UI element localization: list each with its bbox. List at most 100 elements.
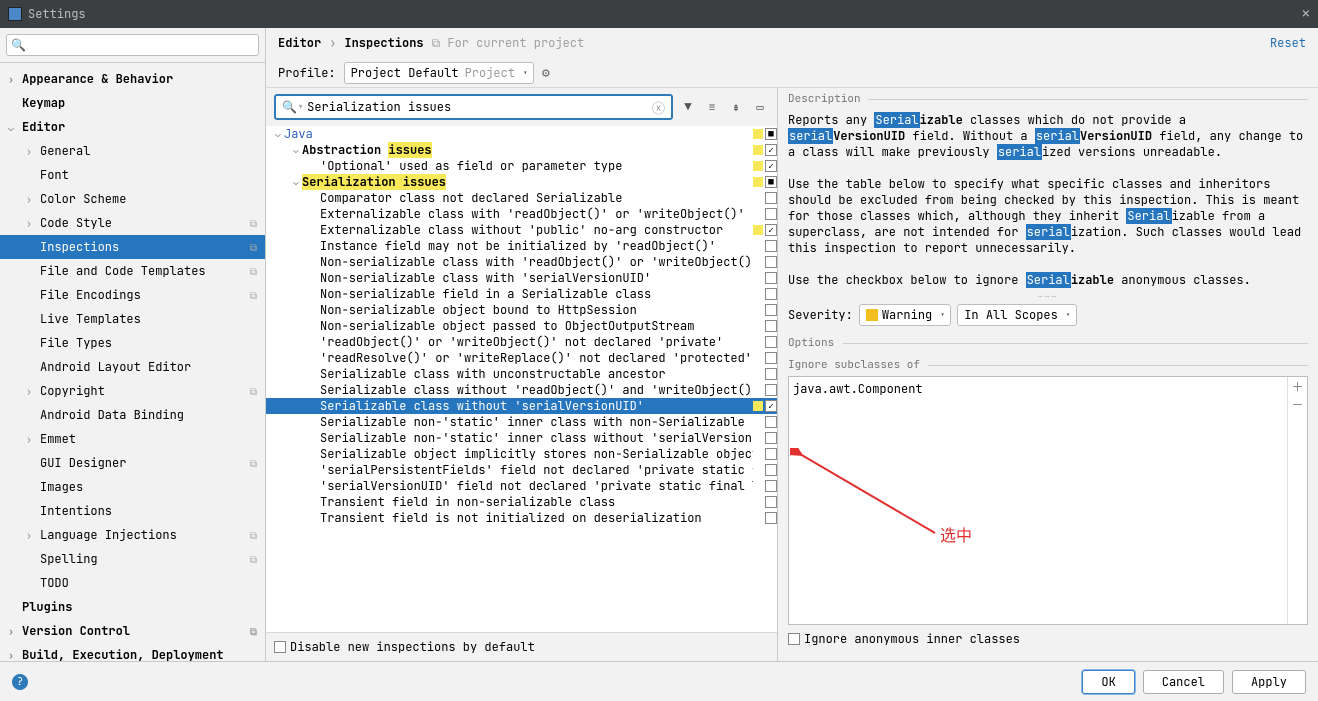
options-label: Options [788, 336, 1308, 350]
sidebar-item-file-encodings[interactable]: File Encodings⧉ [0, 283, 265, 307]
sidebar-item-code-style[interactable]: ›Code Style⧉ [0, 211, 265, 235]
inspection-row[interactable]: Serializable class without 'readObject()… [266, 382, 777, 398]
clear-icon[interactable]: ⓧ [652, 98, 665, 117]
search-icon: 🔍 [11, 37, 26, 53]
inspection-detail: Description Reports any Serializable cla… [778, 88, 1318, 661]
inspection-row[interactable]: 'readResolve()' or 'writeReplace()' not … [266, 350, 777, 366]
sidebar-item-file-types[interactable]: File Types [0, 331, 265, 355]
for-current-project-label: ⧉ For current project [432, 35, 585, 51]
sidebar-item-file-and-code-templates[interactable]: File and Code Templates⧉ [0, 259, 265, 283]
disable-new-checkbox[interactable] [274, 641, 286, 653]
inspection-row[interactable]: ⌄Serialization issues■ [266, 174, 777, 190]
inspection-row[interactable]: Comparator class not declared Serializab… [266, 190, 777, 206]
inspection-row[interactable]: Transient field is not initialized on de… [266, 510, 777, 526]
inspection-row[interactable]: 'Optional' used as field or parameter ty… [266, 158, 777, 174]
sidebar-tree: ›Appearance & BehaviorKeymap⌄Editor›Gene… [0, 63, 265, 661]
sidebar-item-inspections[interactable]: Inspections⧉ [0, 235, 265, 259]
ignore-anon-checkbox[interactable] [788, 633, 800, 645]
sidebar-item-images[interactable]: Images [0, 475, 265, 499]
apply-button[interactable]: Apply [1232, 670, 1306, 694]
inspection-row[interactable]: Externalizable class without 'public' no… [266, 222, 777, 238]
profile-label: Profile: [278, 65, 336, 81]
inspection-row[interactable]: Serializable class without 'serialVersio… [266, 398, 777, 414]
inspection-row[interactable]: Instance field may not be initialized by… [266, 238, 777, 254]
expand-icon[interactable]: ≡ [703, 98, 721, 116]
sidebar-item-spelling[interactable]: Spelling⧉ [0, 547, 265, 571]
titlebar: Settings ✕ [0, 0, 1318, 28]
sidebar-item-live-templates[interactable]: Live Templates [0, 307, 265, 331]
inspection-row[interactable]: 'serialPersistentFields' field not decla… [266, 462, 777, 478]
sidebar-item-font[interactable]: Font [0, 163, 265, 187]
sidebar-item-color-scheme[interactable]: ›Color Scheme [0, 187, 265, 211]
breadcrumb: Editor › Inspections ⧉ For current proje… [266, 28, 1318, 58]
warning-color-icon [866, 309, 878, 321]
app-logo-icon [8, 7, 22, 21]
sidebar-item-intentions[interactable]: Intentions [0, 499, 265, 523]
profile-select[interactable]: Project Default Project [344, 62, 534, 84]
sidebar-item-android-data-binding[interactable]: Android Data Binding [0, 403, 265, 427]
sidebar-item-todo[interactable]: TODO [0, 571, 265, 595]
inspection-tree[interactable]: ⌄Java■⌄Abstraction issues✓'Optional' use… [266, 126, 777, 632]
inspection-row[interactable]: 'readObject()' or 'writeObject()' not de… [266, 334, 777, 350]
inspection-row[interactable]: ⌄Java■ [266, 126, 777, 142]
help-icon[interactable]: ? [12, 674, 28, 690]
sidebar-item-keymap[interactable]: Keymap [0, 91, 265, 115]
description-text: Reports any Serializable classes which d… [788, 106, 1308, 294]
inspection-search[interactable]: 🔍▾ ⓧ [274, 94, 673, 120]
profile-scope: Project [465, 65, 515, 81]
ignore-anon-label: Ignore anonymous inner classes [804, 631, 1020, 647]
crumb-sep: › [329, 35, 336, 51]
settings-sidebar: 🔍 ›Appearance & BehaviorKeymap⌄Editor›Ge… [0, 28, 266, 661]
dialog-footer: ? OK Cancel Apply [0, 661, 1318, 701]
sidebar-item-language-injections[interactable]: ›Language Injections⧉ [0, 523, 265, 547]
scope-select[interactable]: In All Scopes [957, 304, 1077, 326]
inspection-row[interactable]: Externalizable class with 'readObject()'… [266, 206, 777, 222]
remove-icon[interactable]: － [1288, 395, 1307, 413]
severity-select[interactable]: Warning [859, 304, 951, 326]
inspection-row[interactable]: 'serialVersionUID' field not declared 'p… [266, 478, 777, 494]
window-title: Settings [28, 6, 1302, 22]
inspection-row[interactable]: ⌄Abstraction issues✓ [266, 142, 777, 158]
crumb-editor[interactable]: Editor [278, 35, 321, 51]
scope-value: In All Scopes [964, 307, 1058, 323]
sidebar-item-build-execution-deployment[interactable]: ›Build, Execution, Deployment [0, 643, 265, 661]
gear-icon[interactable]: ⚙ [542, 64, 550, 81]
sidebar-item-editor[interactable]: ⌄Editor [0, 115, 265, 139]
sidebar-item-version-control[interactable]: ›Version Control⧉ [0, 619, 265, 643]
ok-button[interactable]: OK [1082, 670, 1134, 694]
show-icon[interactable]: ▭ [751, 98, 769, 116]
severity-value: Warning [882, 307, 932, 323]
sidebar-item-general[interactable]: ›General [0, 139, 265, 163]
sidebar-item-plugins[interactable]: Plugins [0, 595, 265, 619]
add-icon[interactable]: ＋ [1288, 377, 1307, 395]
ignore-subclasses-label: Ignore subclasses of [788, 358, 1308, 372]
inspection-row[interactable]: Non-serializable class with 'serialVersi… [266, 270, 777, 286]
filter-icon[interactable]: ▼ [679, 98, 697, 116]
sidebar-item-appearance-behavior[interactable]: ›Appearance & Behavior [0, 67, 265, 91]
inspection-row[interactable]: Transient field in non-serializable clas… [266, 494, 777, 510]
severity-label: Severity: [788, 307, 853, 323]
collapse-icon[interactable]: ⇞ [727, 98, 745, 116]
sidebar-item-emmet[interactable]: ›Emmet [0, 427, 265, 451]
inspection-row[interactable]: Non-serializable field in a Serializable… [266, 286, 777, 302]
inspection-row[interactable]: Serializable class with unconstructable … [266, 366, 777, 382]
inspection-row[interactable]: Serializable non-'static' inner class wi… [266, 414, 777, 430]
cancel-button[interactable]: Cancel [1143, 670, 1224, 694]
ignore-item[interactable]: java.awt.Component [793, 381, 923, 397]
sidebar-item-gui-designer[interactable]: GUI Designer⧉ [0, 451, 265, 475]
ignore-subclasses-list: java.awt.Component ＋ － [788, 376, 1308, 625]
sidebar-search-input[interactable] [29, 37, 254, 53]
inspection-search-input[interactable] [307, 99, 652, 115]
inspection-row[interactable]: Serializable object implicitly stores no… [266, 446, 777, 462]
crumb-inspections: Inspections [344, 35, 423, 51]
reset-link[interactable]: Reset [1270, 35, 1306, 51]
description-label: Description [788, 92, 1308, 106]
sidebar-item-copyright[interactable]: ›Copyright⧉ [0, 379, 265, 403]
inspection-row[interactable]: Non-serializable class with 'readObject(… [266, 254, 777, 270]
inspection-row[interactable]: Non-serializable object passed to Object… [266, 318, 777, 334]
inspection-row[interactable]: Non-serializable object bound to HttpSes… [266, 302, 777, 318]
close-icon[interactable]: ✕ [1302, 5, 1310, 23]
sidebar-item-android-layout-editor[interactable]: Android Layout Editor [0, 355, 265, 379]
sidebar-search[interactable]: 🔍 [6, 34, 259, 56]
inspection-row[interactable]: Serializable non-'static' inner class wi… [266, 430, 777, 446]
